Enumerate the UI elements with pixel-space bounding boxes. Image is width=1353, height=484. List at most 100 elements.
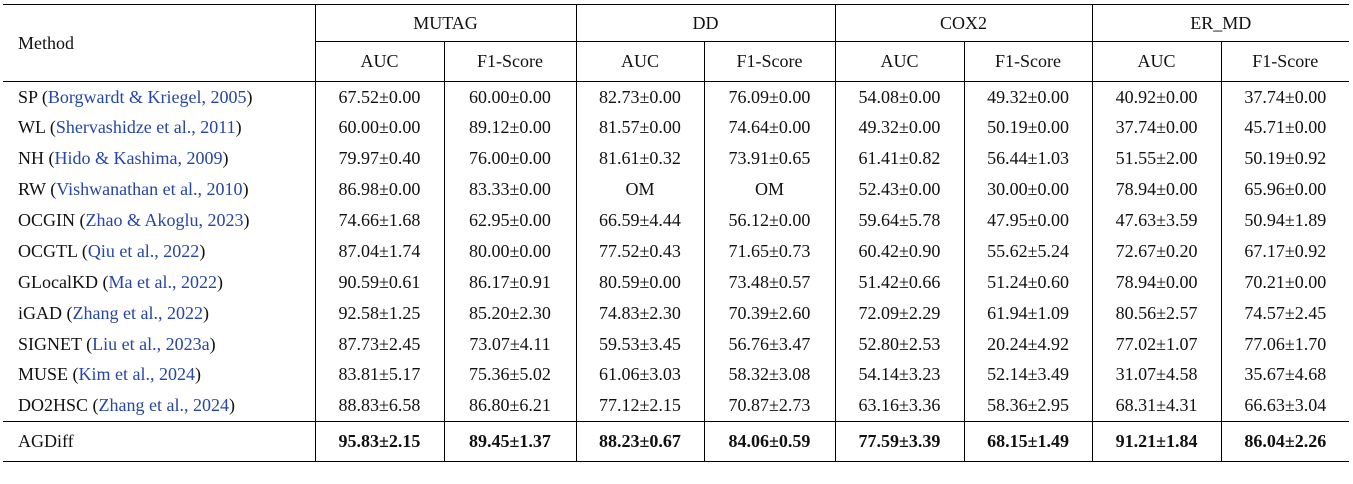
- method-cell: OCGIN (Zhao & Akoglu, 2023): [3, 205, 316, 236]
- score-cell: 47.95±0.00: [964, 205, 1093, 236]
- dataset-header-cox2: COX2: [835, 4, 1093, 42]
- score-cell: 30.00±0.00: [964, 174, 1093, 206]
- score-cell: 56.12±0.00: [704, 205, 836, 236]
- method-cell: OCGTL (Qiu et al., 2022): [3, 235, 316, 267]
- table-row: NH (Hido & Kashima, 2009) 79.97±0.40 76.00…: [3, 143, 1349, 175]
- method-cell: RW (Vishwanathan et al., 2010): [3, 174, 316, 206]
- method-cell: NH (Hido & Kashima, 2009): [3, 143, 316, 175]
- score-cell: 31.07±4.58: [1092, 359, 1222, 391]
- method-cell: iGAD (Zhang et al., 2022): [3, 297, 316, 329]
- score-cell: 56.76±3.47: [704, 328, 836, 360]
- method-name: SIGNET: [18, 333, 82, 354]
- score-cell: 20.24±4.92: [964, 328, 1093, 360]
- citation-link[interactable]: Shervashidze et al., 2011: [55, 117, 236, 138]
- score-cell: 70.39±2.60: [704, 297, 836, 329]
- score-cell: 67.17±0.92: [1244, 240, 1327, 261]
- score-cell: 52.43±0.00: [835, 174, 965, 206]
- metric-header-auc: AUC: [835, 41, 965, 82]
- citation-link[interactable]: Qiu et al., 2022: [87, 240, 200, 261]
- score-cell: 78.94±0.00: [1092, 266, 1222, 298]
- metric-header-auc: AUC: [576, 41, 705, 82]
- score-cell: 55.62±5.24: [964, 235, 1093, 267]
- score-cell: 45.71±0.00: [1244, 117, 1327, 138]
- score-cell: 82.73±0.00: [576, 81, 705, 113]
- table-row: SP (Borgwardt & Kriegel, 2005) 67.52±0.00…: [3, 81, 1349, 113]
- method-name: RW: [18, 179, 46, 200]
- dataset-header-ermd: ER_MD: [1092, 4, 1350, 42]
- score-cell: 37.74±0.00: [1092, 112, 1222, 144]
- score-cell: 70.87±2.73: [704, 390, 836, 422]
- score-cell: 77.02±1.07: [1092, 328, 1222, 360]
- table-row: OCGIN (Zhao & Akoglu, 2023) 74.66±1.68 62.…: [3, 205, 1349, 236]
- score-cell: 72.67±0.20: [1092, 235, 1222, 267]
- metric-header-f1: F1-Score: [964, 41, 1093, 82]
- citation-link[interactable]: Zhang et al., 2022: [72, 302, 203, 323]
- table-row: MUSE (Kim et al., 2024) 83.81±5.17 75.36±5…: [3, 359, 1349, 391]
- score-cell: 61.94±1.09: [964, 297, 1093, 329]
- score-cell: 80.00±0.00: [444, 235, 577, 267]
- score-cell: 71.65±0.73: [704, 235, 836, 267]
- score-cell: 86.17±0.91: [444, 266, 577, 298]
- citation-link[interactable]: Kim et al., 2024: [78, 364, 195, 385]
- method-name: SP: [18, 86, 38, 107]
- method-cell: GLocalKD (Ma et al., 2022): [3, 266, 316, 298]
- table-row: WL (Shervashidze et al., 2011) 60.00±0.00…: [3, 112, 1349, 144]
- citation-link[interactable]: Zhang et al., 2024: [98, 395, 229, 416]
- score-cell: 75.36±5.02: [444, 359, 577, 391]
- score-cell: 83.33±0.00: [444, 174, 577, 206]
- score-cell: 54.08±0.00: [835, 81, 965, 113]
- score-cell: OM: [576, 174, 705, 206]
- method-name: GLocalKD: [18, 271, 98, 292]
- metric-header-f1: F1-Score: [704, 41, 836, 82]
- metric-header-f1: F1-Score: [1221, 41, 1350, 82]
- score-cell: 58.36±2.95: [964, 390, 1093, 422]
- score-cell: 70.21±0.00: [1244, 271, 1327, 292]
- score-cell: 50.19±0.92: [1244, 148, 1327, 169]
- table-row: GLocalKD (Ma et al., 2022) 90.59±0.61 86.1…: [3, 266, 1349, 298]
- citation-link[interactable]: Ma et al., 2022: [108, 271, 217, 292]
- score-cell: 59.53±3.45: [576, 328, 705, 360]
- table-row: OCGTL (Qiu et al., 2022) 87.04±1.74 80.00±…: [3, 235, 1349, 267]
- score-cell: 87.73±2.45: [315, 328, 445, 360]
- method-cell: MUSE (Kim et al., 2024): [3, 359, 316, 391]
- score-cell-best: 84.06±0.59: [704, 421, 836, 462]
- score-cell: 74.64±0.00: [704, 112, 836, 144]
- citation-link[interactable]: Hido & Kashima, 2009: [54, 148, 223, 169]
- score-cell-best: 77.59±3.39: [835, 421, 965, 462]
- score-cell: 87.04±1.74: [315, 235, 445, 267]
- score-cell: 78.94±0.00: [1092, 174, 1222, 206]
- score-cell: 86.98±0.00: [315, 174, 445, 206]
- score-cell: 73.48±0.57: [704, 266, 836, 298]
- score-cell: 54.14±3.23: [835, 359, 965, 391]
- method-cell: WL (Shervashidze et al., 2011): [3, 112, 316, 144]
- score-cell: 74.57±2.45: [1244, 302, 1327, 323]
- score-cell: 81.57±0.00: [576, 112, 705, 144]
- score-cell: 80.56±2.57: [1092, 297, 1222, 329]
- score-cell: 66.59±4.44: [576, 205, 705, 236]
- score-cell: 59.64±5.78: [835, 205, 965, 236]
- score-cell: 62.95±0.00: [444, 205, 577, 236]
- method-name: OCGIN: [18, 210, 75, 230]
- score-cell: 63.16±3.36: [835, 390, 965, 422]
- method-cell: DO2HSC (Zhang et al., 2024): [3, 390, 316, 422]
- score-cell: 50.19±0.00: [964, 112, 1093, 144]
- score-cell: 76.09±0.00: [704, 81, 836, 113]
- score-cell-best: 68.15±1.49: [964, 421, 1093, 462]
- citation-link[interactable]: Borgwardt & Kriegel, 2005: [47, 86, 247, 107]
- score-cell: 40.92±0.00: [1092, 81, 1222, 113]
- score-cell-best: 86.04±2.26: [1221, 421, 1350, 462]
- score-cell: 77.06±1.70: [1244, 333, 1327, 354]
- citation-link[interactable]: Liu et al., 2023a: [92, 333, 210, 354]
- method-cell: SP (Borgwardt & Kriegel, 2005): [3, 81, 316, 113]
- method-name: NH: [18, 148, 44, 169]
- score-cell: 58.32±3.08: [704, 359, 836, 391]
- citation-link[interactable]: Vishwanathan et al., 2010: [56, 179, 243, 200]
- score-cell: 89.12±0.00: [444, 112, 577, 144]
- score-cell: 61.41±0.82: [835, 143, 965, 175]
- score-cell: 67.52±0.00: [315, 81, 445, 113]
- dataset-header-dd: DD: [576, 4, 836, 42]
- score-cell: 85.20±2.30: [444, 297, 577, 329]
- method-name: MUSE: [18, 364, 69, 385]
- citation-link[interactable]: Zhao & Akoglu, 2023: [85, 210, 244, 230]
- score-cell-best: 88.23±0.67: [576, 421, 705, 462]
